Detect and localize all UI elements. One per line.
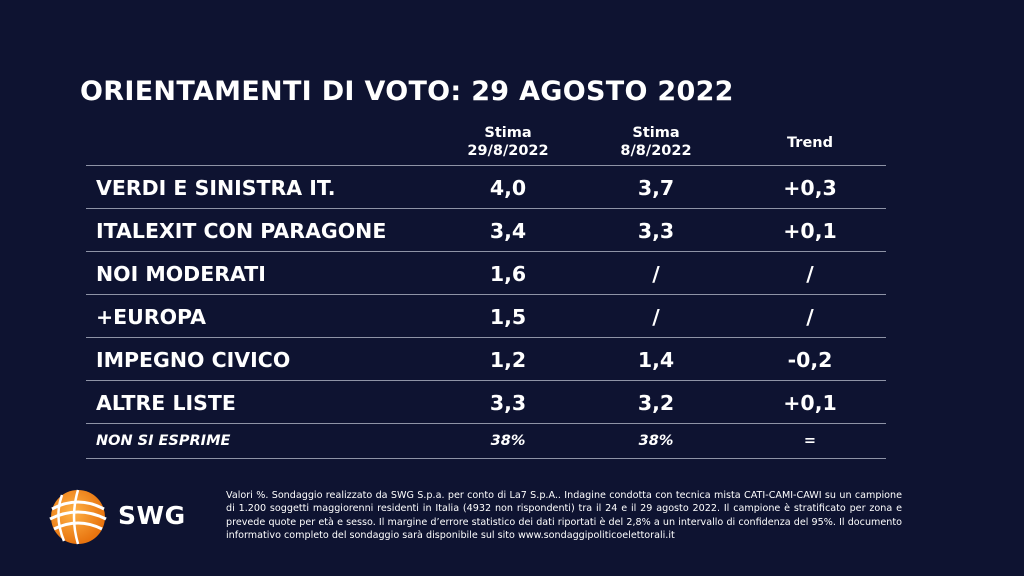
value-stima-29-8: 1,5 <box>489 305 527 329</box>
column-header-line2: 29/8/2022 <box>467 143 549 159</box>
party-label: ALTRE LISTE <box>96 391 236 415</box>
table-divider <box>86 165 886 166</box>
value-stima-29-8: 3,3 <box>489 391 527 415</box>
value-trend: = <box>803 433 817 449</box>
value-trend: +0,1 <box>783 391 837 415</box>
value-stima-29-8: 1,6 <box>489 262 527 286</box>
page-title: ORIENTAMENTI DI VOTO: 29 AGOSTO 2022 <box>80 76 734 107</box>
column-header-trend: Trend <box>735 134 885 152</box>
swg-logo-text: SWG <box>118 501 186 530</box>
value-trend: -0,2 <box>787 348 833 372</box>
value-stima-8-8: 38% <box>638 433 674 449</box>
value-trend: / <box>806 262 814 286</box>
value-stima-8-8: / <box>652 305 660 329</box>
table-divider <box>86 208 886 209</box>
column-header-line1: Stima <box>632 125 680 141</box>
table-divider <box>86 380 886 381</box>
party-label: IMPEGNO CIVICO <box>96 348 291 372</box>
swg-globe-icon <box>49 489 107 545</box>
value-stima-29-8: 38% <box>490 433 526 449</box>
column-header-line1: Trend <box>787 135 833 151</box>
value-trend: +0,1 <box>783 219 837 243</box>
value-stima-29-8: 1,2 <box>489 348 527 372</box>
table-divider <box>86 251 886 252</box>
value-stima-8-8: / <box>652 262 660 286</box>
value-trend: +0,3 <box>783 176 837 200</box>
party-label: +EUROPA <box>96 305 207 329</box>
value-stima-8-8: 3,7 <box>637 176 675 200</box>
party-label: NON SI ESPRIME <box>96 433 231 449</box>
value-stima-8-8: 1,4 <box>637 348 675 372</box>
column-header-line1: Stima <box>484 125 532 141</box>
value-stima-8-8: 3,3 <box>637 219 675 243</box>
value-stima-29-8: 3,4 <box>489 219 527 243</box>
value-stima-29-8: 4,0 <box>489 176 527 200</box>
value-trend: / <box>806 305 814 329</box>
value-stima-8-8: 3,2 <box>637 391 675 415</box>
table-divider <box>86 337 886 338</box>
party-label: VERDI E SINISTRA IT. <box>96 176 336 200</box>
methodology-note: Valori %. Sondaggio realizzato da SWG S.… <box>226 490 902 542</box>
table-divider <box>86 458 886 459</box>
party-label: NOI MODERATI <box>96 262 266 286</box>
table-divider <box>86 294 886 295</box>
table-divider <box>86 423 886 424</box>
column-header-stima-29-8: Stima 29/8/2022 <box>433 124 583 160</box>
column-header-line2: 8/8/2022 <box>620 143 692 159</box>
party-label: ITALEXIT CON PARAGONE <box>96 219 387 243</box>
column-header-stima-8-8: Stima 8/8/2022 <box>581 124 731 160</box>
